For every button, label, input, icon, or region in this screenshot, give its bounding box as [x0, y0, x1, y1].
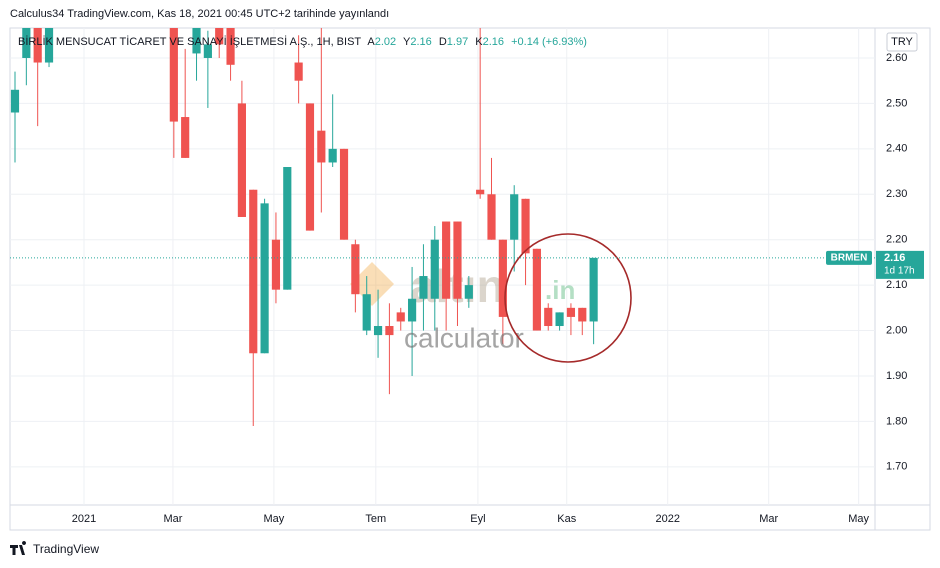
y-tick-label: 2.00	[886, 324, 907, 336]
candle-body	[476, 189, 485, 195]
candle-body	[283, 167, 292, 290]
symbol-tag	[826, 250, 872, 265]
y-tick-label: 2.40	[886, 143, 907, 155]
ohlc-key: D	[439, 36, 447, 48]
y-tick-label: 2.20	[886, 234, 907, 246]
header: Calculus34 TradingView.com, Kas 18, 2021…	[10, 8, 389, 20]
x-tick-label: May	[848, 513, 869, 525]
x-tick-label: Mar	[759, 513, 778, 525]
candle-body	[408, 298, 417, 322]
candle-body	[33, 28, 42, 63]
candle-body	[578, 307, 587, 322]
y-tick-label: 2.30	[886, 188, 907, 200]
ohlc-value: 2.16	[483, 36, 504, 48]
y-tick-label: 1.80	[886, 415, 907, 427]
x-tick-label: Tem	[365, 513, 386, 525]
ohlc-key: Y	[403, 36, 411, 48]
frame	[9, 27, 931, 531]
candle-body	[396, 312, 405, 322]
candle-body	[305, 103, 315, 231]
axes: 2.60 2.50 2.40 2.30 2.20 2.10 2.00 1.90 1.80 1.70…	[10, 52, 924, 525]
candle-body	[373, 326, 383, 336]
candle-body	[192, 28, 201, 54]
ohlc-value: 1.97	[447, 36, 468, 48]
candle-body	[385, 326, 394, 336]
change: +0.14 (+6.93%)	[511, 36, 587, 48]
candle-body	[487, 194, 496, 240]
countdown: 1d 17h	[884, 266, 915, 277]
candle-body	[260, 203, 269, 354]
candle-body	[510, 194, 519, 240]
candle-body	[532, 248, 541, 331]
candle-body	[203, 44, 212, 58]
candle-body	[566, 307, 576, 317]
candle-body	[215, 28, 224, 45]
x-tick-label: 2022	[655, 513, 679, 525]
currency: TRY	[891, 36, 913, 48]
candle-body	[521, 198, 530, 254]
candle-body	[249, 189, 258, 354]
x-tick-label: 2021	[72, 513, 96, 525]
ohlc-value: 2.02	[375, 36, 396, 48]
candle-body	[362, 294, 371, 331]
candle-body	[181, 117, 190, 158]
ohlc-key: A	[367, 36, 375, 48]
candle-body	[555, 312, 564, 327]
candle-body	[226, 28, 235, 65]
candle-body	[10, 89, 20, 113]
candle-body	[339, 148, 349, 240]
x-tick-label: Kas	[557, 513, 576, 525]
candle-body	[271, 239, 281, 290]
candle-body	[453, 221, 462, 299]
candle-body	[442, 221, 451, 299]
footer-logo: TradingView	[10, 540, 99, 556]
x-tick-label: Mar	[163, 513, 182, 525]
footer: TradingView	[33, 542, 99, 556]
ohlc-value: 2.16	[410, 36, 431, 48]
candle-body	[498, 239, 507, 317]
candle-body	[294, 62, 303, 81]
candle-body	[22, 28, 31, 58]
watermark-logo	[350, 262, 394, 306]
candle-body	[419, 276, 428, 299]
price-tag-label: 2.16	[884, 252, 905, 264]
y-tick-label: 2.60	[886, 52, 907, 64]
candle-body	[169, 28, 178, 122]
y-tick-label: 2.10	[886, 279, 907, 291]
watermark-sub: calculator	[404, 322, 524, 353]
x-tick-label: Eyl	[470, 513, 485, 525]
currency-box	[886, 32, 918, 52]
candle-body	[544, 307, 553, 327]
candle-body	[237, 103, 246, 217]
candles	[10, 28, 598, 426]
symbol-title: BİRLİK MENSUCAT TİCARET VE SANAYİ İŞLETM…	[18, 35, 361, 48]
candle-body	[351, 244, 360, 295]
y-tick-label: 1.90	[886, 370, 907, 382]
circle-annotation	[504, 233, 632, 363]
tv-icon	[10, 540, 27, 555]
legend: BİRLİK MENSUCAT TİCARET VE SANAYİ İŞLETM…	[18, 35, 587, 48]
x-tick-label: May	[264, 513, 285, 525]
candle-body	[328, 148, 337, 163]
candle-body	[464, 285, 473, 299]
candle-body	[317, 130, 326, 163]
y-tick-label: 2.50	[886, 97, 907, 109]
candle-body	[589, 257, 598, 322]
ohlc-key: K	[475, 36, 483, 48]
candle-body	[44, 28, 54, 63]
y-tick-label: 1.70	[886, 461, 907, 473]
price-tag	[876, 250, 924, 279]
candle-body	[430, 239, 439, 299]
symbol-tag-label: BRMEN	[831, 253, 868, 264]
watermark-suffix: .in	[545, 275, 575, 305]
